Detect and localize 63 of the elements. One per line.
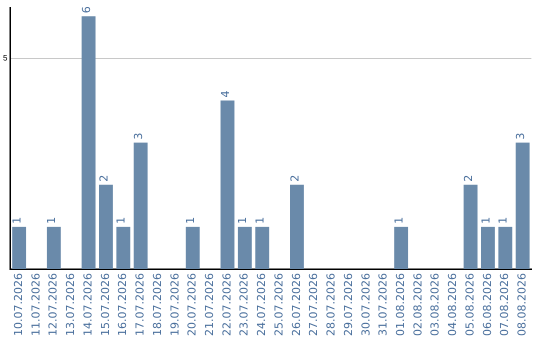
x-tick-label: 08.08.2026 [516, 273, 529, 336]
x-tick-label: 28.07.2026 [324, 273, 338, 336]
bar [46, 226, 61, 270]
bar [394, 226, 408, 270]
x-tick-label: 15.07.2026 [98, 273, 112, 336]
x-tick-label: 02.08.2026 [411, 273, 424, 336]
x-tick-label: 21.07.2026 [202, 273, 216, 336]
data-label: 1 [236, 216, 250, 224]
bar [99, 184, 113, 270]
x-tick-label: 17.07.2026 [134, 273, 147, 336]
x-tick-label: 06.08.2026 [480, 273, 494, 336]
x-tick-label: 24.07.2026 [255, 273, 268, 336]
bar [220, 100, 234, 270]
x-tick-label: 31.07.2026 [376, 273, 390, 336]
data-label: 2 [97, 174, 110, 182]
x-tick-label: 30.07.2026 [359, 273, 372, 336]
bar [516, 142, 530, 270]
x-tick-label: 22.07.2026 [220, 273, 234, 336]
data-label: 1 [10, 216, 24, 224]
x-tick-label: 23.07.2026 [238, 273, 251, 336]
data-label: 1 [496, 216, 510, 224]
x-tick-label: 18.07.2026 [150, 273, 164, 336]
x-tick-label: 01.08.2026 [394, 273, 407, 336]
y-tick-label: 5 [2, 54, 8, 63]
data-label: 1 [392, 216, 406, 224]
bar [498, 226, 512, 270]
x-tick-label: 26.07.2026 [290, 273, 303, 336]
bar [12, 226, 26, 270]
data-label: 1 [184, 216, 198, 224]
data-label: 3 [514, 132, 528, 140]
x-tick-label: 10.07.2026 [12, 273, 25, 336]
bar [480, 226, 495, 270]
bar [82, 16, 96, 270]
data-label: 2 [288, 174, 302, 182]
bar [255, 226, 270, 270]
data-label: 1 [114, 216, 128, 224]
bar [134, 142, 148, 270]
bar [290, 184, 304, 270]
bar [186, 226, 200, 270]
x-tick-label: 27.07.2026 [307, 273, 320, 336]
data-label: 2 [462, 174, 475, 182]
x-tick-label: 19.07.2026 [168, 273, 182, 336]
x-tick-label: 20.07.2026 [186, 273, 199, 336]
data-label: 6 [80, 6, 93, 14]
x-tick-label: 12.07.2026 [46, 273, 60, 336]
bar [116, 226, 130, 270]
x-tick-label: 03.08.2026 [428, 273, 442, 336]
data-label: 3 [132, 132, 146, 140]
x-tick-label: 07.08.2026 [498, 273, 512, 336]
x-tick-label: 05.08.2026 [463, 273, 476, 336]
data-label: 1 [254, 216, 267, 224]
x-tick-label: 11.07.2026 [29, 273, 42, 336]
x-tick-label: 04.08.2026 [446, 273, 460, 336]
data-label: 4 [218, 90, 232, 98]
x-tick-label: 29.07.2026 [342, 273, 355, 336]
x-tick-label: 14.07.2026 [81, 273, 94, 336]
x-tick-label: 25.07.2026 [272, 273, 286, 336]
x-tick-label: 16.07.2026 [116, 273, 130, 336]
bar [464, 184, 478, 270]
data-label: 1 [479, 216, 492, 224]
bar [238, 226, 252, 270]
x-tick-label: 13.07.2026 [64, 273, 78, 336]
data-label: 1 [45, 216, 58, 224]
